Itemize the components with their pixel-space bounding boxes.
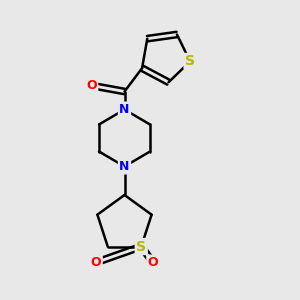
Text: O: O (148, 256, 158, 269)
Text: O: O (91, 256, 101, 269)
Text: O: O (86, 79, 97, 92)
Text: S: S (185, 54, 195, 68)
Text: S: S (136, 240, 146, 254)
Text: N: N (119, 103, 130, 116)
Text: N: N (119, 160, 130, 173)
